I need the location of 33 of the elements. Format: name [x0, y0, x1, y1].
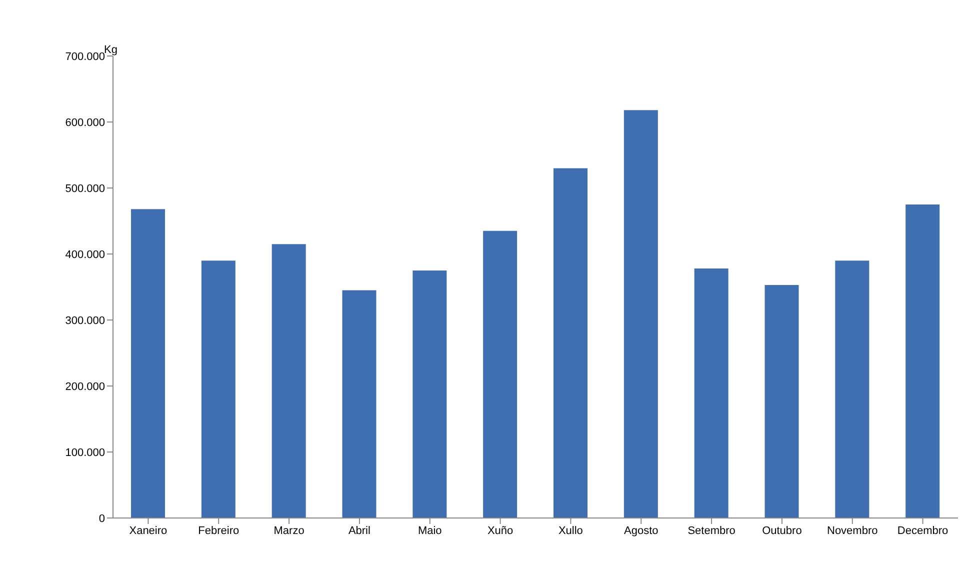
x-tick-label: Decembro	[897, 524, 948, 537]
bar	[624, 110, 658, 518]
y-tick-label: 700.000	[65, 50, 105, 63]
y-tick-label: 600.000	[65, 116, 105, 129]
x-tick-label: Outubro	[762, 524, 802, 537]
x-tick-label: Marzo	[274, 524, 304, 537]
y-tick-label: 200.000	[65, 380, 105, 393]
x-tick-label: Xuño	[487, 524, 514, 537]
x-tick-label: Febreiro	[198, 524, 240, 537]
x-tick-label: Xaneiro	[129, 524, 168, 537]
bar	[342, 290, 376, 518]
y-axis-title: Kg	[104, 44, 118, 56]
bar	[694, 268, 728, 518]
bar	[483, 230, 518, 518]
y-tick-label: 300.000	[65, 314, 105, 327]
x-tick-label: Maio	[418, 524, 442, 537]
x-tick-label: Setembro	[688, 524, 736, 537]
bar	[272, 244, 306, 518]
y-tick-label: 500.000	[65, 182, 105, 195]
x-tick-label: Abril	[348, 524, 370, 537]
bar	[835, 260, 870, 518]
y-tick-label: 100.000	[65, 446, 105, 459]
bar	[906, 204, 940, 518]
bar	[131, 209, 165, 518]
x-tick-label: Xullo	[558, 524, 583, 537]
bar	[764, 285, 799, 518]
x-tick-label: Novembro	[827, 524, 878, 537]
y-tick-label: 0	[98, 512, 105, 525]
x-tick-label: Agosto	[624, 524, 658, 537]
bar	[412, 270, 447, 518]
bar	[554, 168, 588, 518]
bar	[201, 260, 236, 518]
y-tick-label: 400.000	[65, 248, 105, 261]
